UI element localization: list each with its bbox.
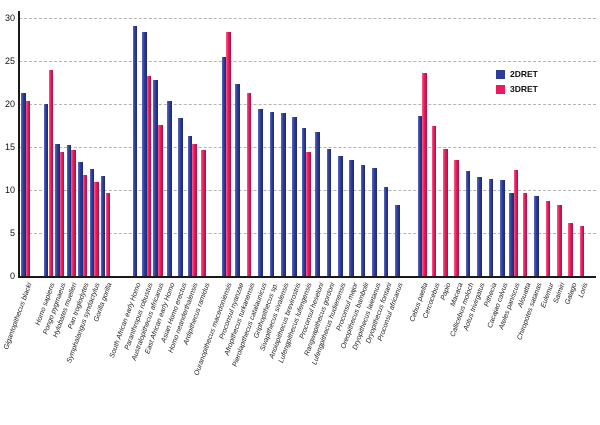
bar-3dret (192, 143, 197, 276)
bar-2dret (534, 196, 539, 276)
bar-3dret (442, 148, 448, 276)
bar-2dret (100, 176, 106, 276)
y-tick-label: 15 (4, 142, 15, 152)
y-tick-label: 5 (9, 228, 15, 238)
gridline (19, 18, 596, 19)
bar-2dret (153, 79, 158, 276)
bar-2dret (395, 204, 400, 276)
legend-item: 2DRET (496, 69, 538, 79)
bar-3dret (105, 192, 111, 276)
bar-2dret (292, 116, 298, 276)
bar-2dret (55, 143, 60, 276)
legend-swatch (496, 84, 505, 94)
bar-3dret (556, 205, 562, 276)
y-tick-label: 30 (4, 13, 15, 23)
gridline (19, 147, 596, 148)
y-axis-line (18, 11, 20, 277)
y-tick-label: 0 (9, 271, 15, 281)
bar-2dret (21, 92, 26, 276)
bar-2dret (258, 109, 263, 276)
bar-2dret (338, 156, 343, 276)
x-axis-line (18, 276, 596, 278)
y-tick-label: 10 (4, 185, 15, 195)
bar-chart: 0 5 10 15 20 25 30 Gigantopithecus blacki Homo s… (2, 11, 596, 377)
bar-3dret (545, 201, 551, 276)
bar-2dret (372, 167, 377, 276)
y-tick-label: 25 (4, 56, 15, 66)
bar-3dret (422, 73, 427, 276)
bar-2dret (499, 179, 505, 276)
bar-2dret (326, 148, 332, 276)
legend-swatch (496, 69, 505, 79)
legend-label: 3DRET (510, 84, 538, 94)
bar-2dret (281, 112, 286, 276)
bar-2dret (187, 135, 193, 276)
bar-3dret (568, 222, 573, 276)
bar-2dret (221, 56, 227, 276)
bar-3dret (146, 75, 152, 276)
bar-3dret (48, 69, 54, 276)
bar-3dret (306, 152, 311, 276)
bar-2dret (315, 131, 320, 276)
bar-2dret (132, 25, 138, 276)
bar-3dret (579, 226, 585, 276)
bar-2dret (66, 145, 72, 276)
bar-3dret (226, 31, 231, 276)
bar-2dret (235, 84, 241, 276)
bar-2dret (509, 192, 514, 276)
bar-2dret (43, 104, 49, 276)
bar-2dret (269, 111, 275, 276)
bar-2dret (488, 178, 494, 276)
legend-label: 2DRET (510, 69, 538, 79)
bar-3dret (431, 126, 437, 276)
bar-2dret (349, 159, 355, 276)
bar-2dret (167, 100, 172, 276)
gridline (19, 104, 596, 105)
bar-3dret (522, 192, 528, 276)
bar-2dret (465, 171, 471, 276)
bar-2dret (178, 117, 184, 276)
bar-2dret (417, 116, 423, 276)
bar-2dret (383, 187, 389, 276)
bar-2dret (141, 31, 147, 276)
bar-3dret (71, 150, 76, 276)
legend-item: 3DRET (496, 84, 538, 94)
bar-3dret (157, 124, 163, 276)
bar-3dret (82, 174, 88, 276)
bar-3dret (454, 159, 459, 276)
bar-2dret (477, 177, 482, 276)
bar-2dret (78, 162, 83, 276)
bar-2dret (360, 165, 366, 276)
bar-3dret (94, 182, 99, 276)
bar-3dret (513, 170, 519, 276)
legend: 2DRET 3DRET (496, 69, 538, 99)
bar-2dret (301, 128, 307, 276)
y-tick-label: 20 (4, 99, 15, 109)
bar-3dret (59, 152, 65, 276)
bar-2dret (89, 169, 95, 276)
bar-3dret (246, 92, 252, 276)
bar-3dret (25, 100, 31, 276)
gridline (19, 61, 596, 62)
bar-3dret (201, 150, 206, 276)
